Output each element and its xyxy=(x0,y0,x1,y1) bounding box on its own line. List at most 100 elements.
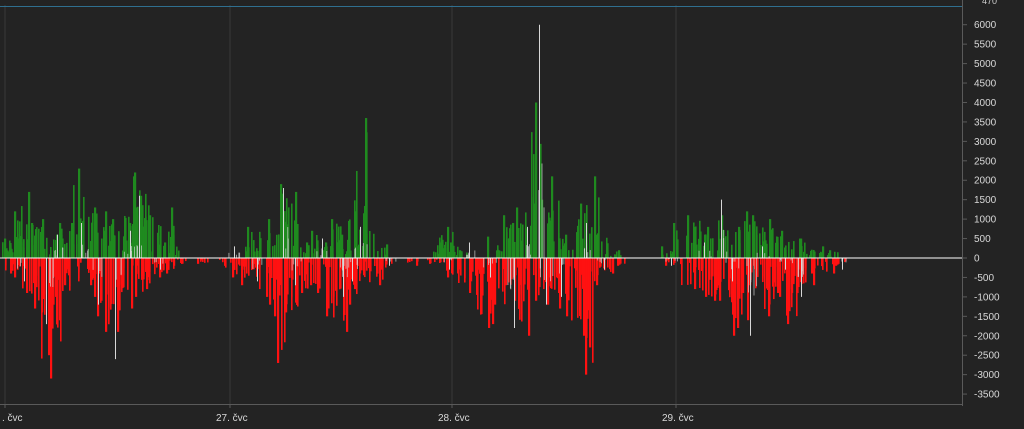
series-0-bar-56-3 xyxy=(700,231,702,258)
series-0-bar-18-5 xyxy=(145,225,147,258)
series-0-bar-9-2 xyxy=(76,244,78,258)
series-1-bar-5-7 xyxy=(44,258,46,315)
series-1-bar-21-6 xyxy=(224,258,226,266)
series-0-bar-42-0 xyxy=(512,223,515,258)
series-1-bar-51-3 xyxy=(543,258,545,290)
series-0-bar-42-5 xyxy=(506,238,508,258)
series-0-bar-11-1 xyxy=(97,232,99,258)
series-0-bar-40-4 xyxy=(496,250,498,258)
series-1-bar-67-2 xyxy=(731,258,733,303)
series-0-bar-29-2 xyxy=(324,247,326,258)
series-1-bar-69-0 xyxy=(747,258,750,321)
series-0-bar-11-6 xyxy=(94,233,96,258)
series-1-bar-11-7 xyxy=(110,258,112,286)
series-1-bar-63-2 xyxy=(698,258,700,270)
series-1-bar-23-0 xyxy=(241,258,244,286)
series-1-bar-56-9 xyxy=(583,258,585,325)
series-1-bar-13-3 xyxy=(121,258,123,293)
series-1-bar-62-1 xyxy=(689,258,691,263)
series-1-bar-33-6 xyxy=(335,258,337,291)
series-1-bar-68-7 xyxy=(729,258,731,298)
series-0-bar-14-5 xyxy=(122,250,124,258)
series-0-bar-48-3 xyxy=(560,249,562,258)
series-0-bar-52-4 xyxy=(606,252,608,258)
ytick-label-2: 5000 xyxy=(974,59,997,70)
series-0-bar-41-3 xyxy=(508,238,510,258)
series-1-bar-63-5 xyxy=(702,258,704,291)
series-0-bar-46-1 xyxy=(547,223,549,258)
series-1-bar-19-0 xyxy=(173,258,176,266)
series-1-bar-3-5 xyxy=(33,258,35,284)
series-0-bar-0-6 xyxy=(12,252,14,258)
series-1-bar-35-9 xyxy=(350,258,352,270)
series-0-bar-34-1 xyxy=(365,241,367,258)
series-1-bar-20-2 xyxy=(207,258,209,263)
series-0-bar-62-0 xyxy=(769,219,772,258)
series-0-bar-7-0 xyxy=(59,223,62,258)
series-0-bar-9-7 xyxy=(82,220,84,258)
series-1-bar-18-0 xyxy=(166,258,169,274)
series-1-bar-77-0 xyxy=(813,258,816,286)
series-0-bar-60-4 xyxy=(746,242,748,258)
series-0-bar-64-4 xyxy=(785,253,787,258)
series-1-bar-12-8 xyxy=(106,258,108,295)
series-0-bar-62-7 xyxy=(762,227,764,258)
series-0-bar-32-3 xyxy=(359,229,361,258)
series-1-bar-58-5 xyxy=(597,258,599,276)
series-0-bar-40-6 xyxy=(501,251,503,258)
series-1-bar-53-5 xyxy=(556,258,558,278)
series-1-bar-16-5 xyxy=(142,258,144,274)
series-0-bar-9-0 xyxy=(78,168,81,258)
series-1-bar-70-6 xyxy=(742,258,744,273)
series-0-bar-27-3 xyxy=(296,250,298,258)
series-1-bar-72-6 xyxy=(768,258,770,269)
series-0-bar-0-8 xyxy=(2,243,4,258)
series-1-bar-17-7 xyxy=(152,258,154,265)
series-0-bar-0-1 xyxy=(9,240,11,258)
series-1-bar-27-6 xyxy=(292,258,294,280)
series-0-bar-43-3 xyxy=(521,240,523,258)
series-1-bar-12-6 xyxy=(108,258,110,322)
series-0-bar-3-6 xyxy=(26,224,28,258)
series-0-bar-19-5 xyxy=(157,232,159,258)
series-1-bar-53-7 xyxy=(556,258,558,267)
series-1-bar-36-8 xyxy=(365,258,367,262)
series-0-bar-26-5 xyxy=(288,207,290,258)
series-0-bar-4-7 xyxy=(20,235,22,258)
series-0-bar-41-1 xyxy=(499,250,501,258)
series-1-bar-10-1 xyxy=(94,258,96,281)
series-1-bar-5-2 xyxy=(53,258,55,305)
series-0-bar-67-8 xyxy=(837,252,839,258)
series-0-bar-10-3 xyxy=(92,213,94,258)
series-0-bar-66-4 xyxy=(820,251,822,258)
series-1-bar-48-6 xyxy=(511,258,513,280)
series-0-bar-33-3 xyxy=(364,205,366,258)
series-1-bar-49-7 xyxy=(520,258,522,285)
series-0-bar-25-6 xyxy=(285,221,287,258)
series-1-bar-40-6 xyxy=(434,258,436,263)
series-1-bar-63-8 xyxy=(699,258,701,288)
series-1-bar-17-1 xyxy=(156,258,158,268)
series-0-bar-19-1 xyxy=(145,246,147,258)
series-0-bar-14-1 xyxy=(126,240,128,258)
series-0-bar-39-5 xyxy=(461,251,463,258)
series-0-bar-61-7 xyxy=(764,231,766,258)
series-1-bar-37-2 xyxy=(382,258,384,280)
series-1-bar-3-1 xyxy=(31,258,33,294)
series-1-bar-14-0 xyxy=(135,258,138,297)
series-0-bar-53-1 xyxy=(662,254,664,258)
series-1-bar-2-0 xyxy=(26,258,29,293)
series-0-bar-50-0 xyxy=(594,176,597,258)
series-1-bar-62-3 xyxy=(687,258,689,285)
series-0-bar-25-1 xyxy=(278,234,280,258)
series-0-bar-22-6 xyxy=(245,246,247,258)
series-1-bar-43-4 xyxy=(472,258,474,272)
series-1-bar-66-1 xyxy=(717,258,719,288)
series-1-bar-36-2 xyxy=(361,258,363,271)
series-0-bar-40-2 xyxy=(498,250,500,258)
series-1-bar-20-8 xyxy=(200,258,202,261)
series-0-bar-41-6 xyxy=(503,223,505,258)
series-1-bar-10-5 xyxy=(93,258,95,278)
series-1-bar-14-7 xyxy=(127,258,129,290)
ytick-label-11: 500 xyxy=(974,234,991,245)
